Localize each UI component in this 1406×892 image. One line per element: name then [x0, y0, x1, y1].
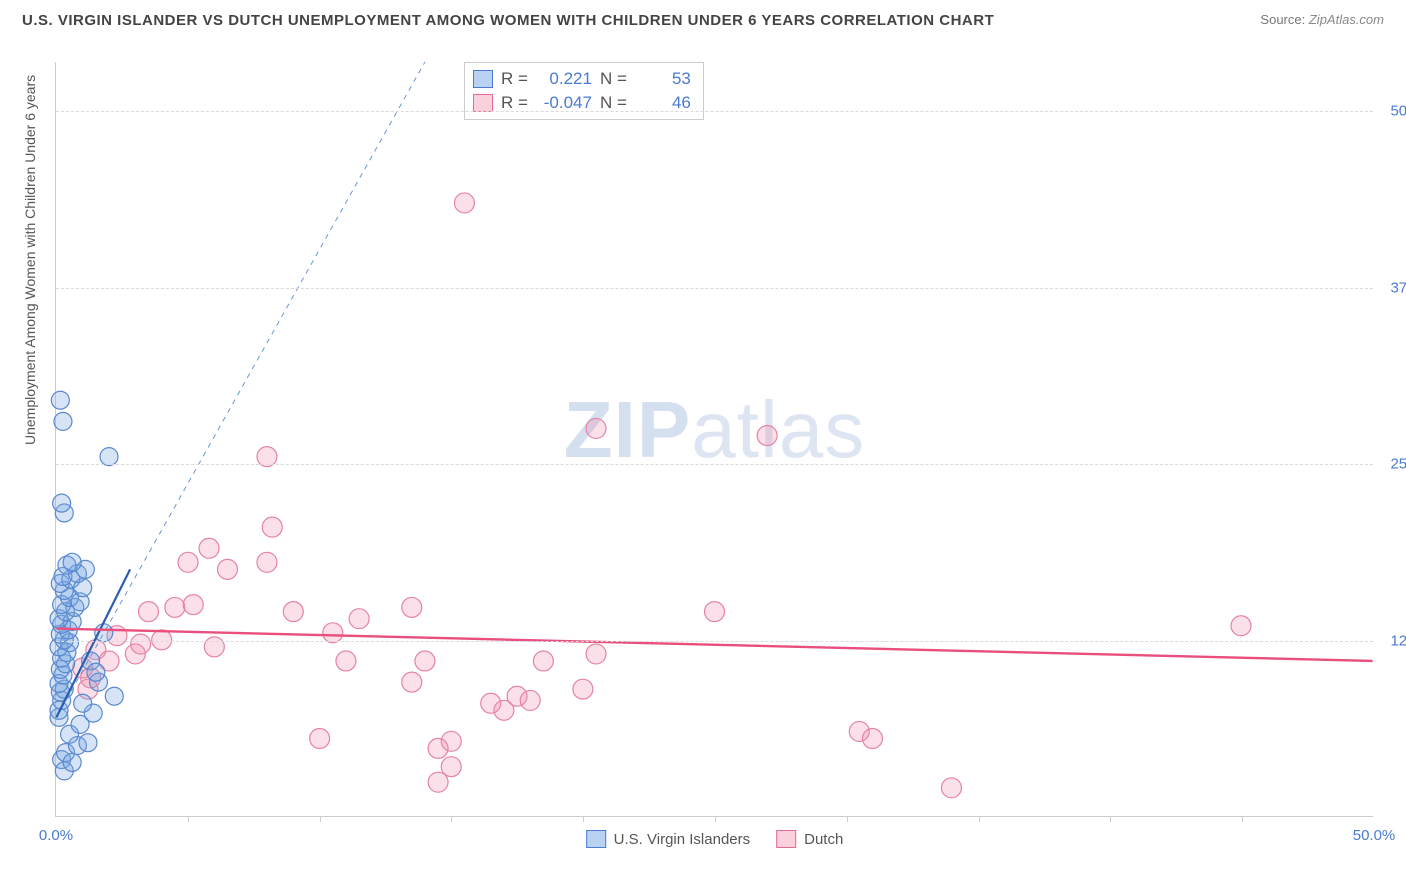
x-tick — [715, 816, 716, 822]
source-attribution: Source: ZipAtlas.com — [1260, 12, 1384, 27]
x-tick — [1242, 816, 1243, 822]
source-label: Source: — [1260, 12, 1305, 27]
series-legend: U.S. Virgin Islanders Dutch — [586, 830, 844, 848]
gridline — [56, 641, 1373, 642]
legend-item-usvi: U.S. Virgin Islanders — [586, 830, 750, 848]
x-tick — [451, 816, 452, 822]
x-tick — [583, 816, 584, 822]
x-end-label: 50.0% — [1353, 827, 1396, 844]
chart-header: U.S. VIRGIN ISLANDER VS DUTCH UNEMPLOYME… — [0, 0, 1406, 50]
n-value-usvi: 53 — [635, 67, 691, 91]
x-tick — [320, 816, 321, 822]
gridline — [56, 464, 1373, 465]
x-tick — [188, 816, 189, 822]
chart-svg — [56, 62, 1373, 816]
legend-swatch-usvi — [586, 830, 606, 848]
r-value-usvi: 0.221 — [536, 67, 592, 91]
legend-label-usvi: U.S. Virgin Islanders — [614, 831, 750, 848]
y-tick-label: 37.5% — [1378, 279, 1406, 296]
gridline — [56, 288, 1373, 289]
n-label: N = — [600, 67, 627, 91]
r-label: R = — [501, 67, 528, 91]
swatch-usvi — [473, 70, 493, 88]
gridline — [56, 111, 1373, 112]
y-axis-label: Unemployment Among Women with Children U… — [22, 75, 38, 445]
x-tick — [847, 816, 848, 822]
y-tick-label: 50.0% — [1378, 103, 1406, 120]
plot-area: ZIPatlas R = 0.221 N = 53 R = -0.047 N =… — [55, 62, 1373, 817]
chart-title: U.S. VIRGIN ISLANDER VS DUTCH UNEMPLOYME… — [22, 12, 994, 29]
legend-swatch-dutch — [776, 830, 796, 848]
legend-item-dutch: Dutch — [776, 830, 843, 848]
x-origin-label: 0.0% — [39, 827, 73, 844]
x-tick — [979, 816, 980, 822]
y-tick-label: 25.0% — [1378, 456, 1406, 473]
swatch-dutch — [473, 94, 493, 112]
x-tick — [1110, 816, 1111, 822]
legend-label-dutch: Dutch — [804, 831, 843, 848]
stats-row-usvi: R = 0.221 N = 53 — [473, 67, 691, 91]
y-tick-label: 12.5% — [1378, 632, 1406, 649]
source-value: ZipAtlas.com — [1309, 12, 1384, 27]
